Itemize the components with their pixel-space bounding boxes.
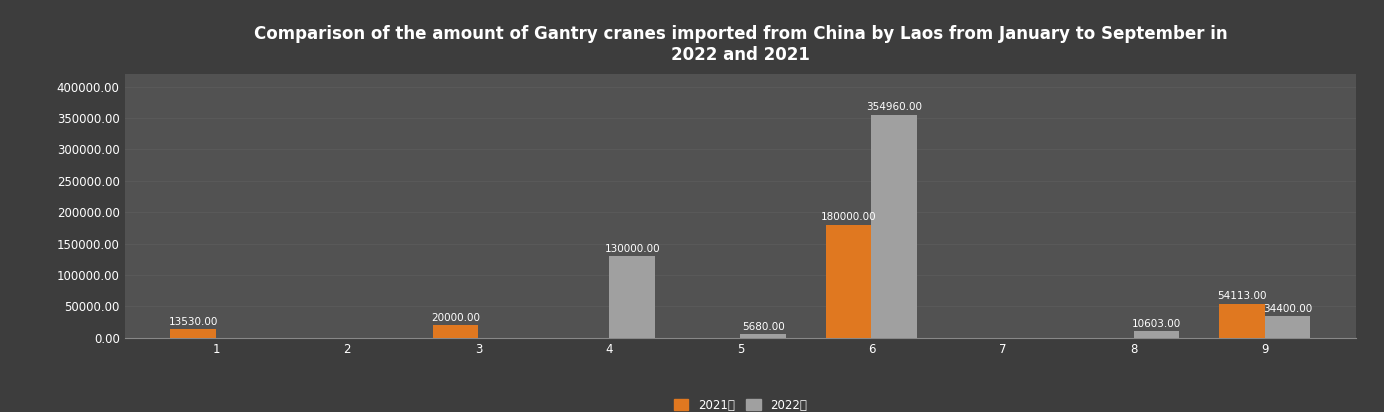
Bar bbox=[740, 334, 786, 338]
Bar bbox=[432, 325, 479, 338]
Text: 34400.00: 34400.00 bbox=[1262, 304, 1312, 314]
Text: 354960.00: 354960.00 bbox=[866, 103, 922, 112]
Text: 20000.00: 20000.00 bbox=[430, 313, 480, 323]
Bar bbox=[1219, 304, 1265, 338]
Bar bbox=[1133, 331, 1179, 338]
Text: 10603.00: 10603.00 bbox=[1132, 318, 1181, 329]
Title: Comparison of the amount of Gantry cranes imported from China by Laos from Janua: Comparison of the amount of Gantry crane… bbox=[253, 26, 1228, 64]
Bar bbox=[826, 225, 872, 338]
Bar bbox=[872, 115, 918, 338]
Bar bbox=[1265, 316, 1311, 338]
Text: 54113.00: 54113.00 bbox=[1217, 291, 1266, 301]
Bar bbox=[170, 329, 216, 338]
Text: 5680.00: 5680.00 bbox=[742, 322, 785, 332]
Text: 180000.00: 180000.00 bbox=[821, 212, 876, 222]
Text: 13530.00: 13530.00 bbox=[169, 317, 219, 327]
Text: 130000.00: 130000.00 bbox=[605, 244, 660, 254]
Bar bbox=[609, 256, 655, 338]
Legend: 2021年, 2022年: 2021年, 2022年 bbox=[670, 394, 811, 412]
